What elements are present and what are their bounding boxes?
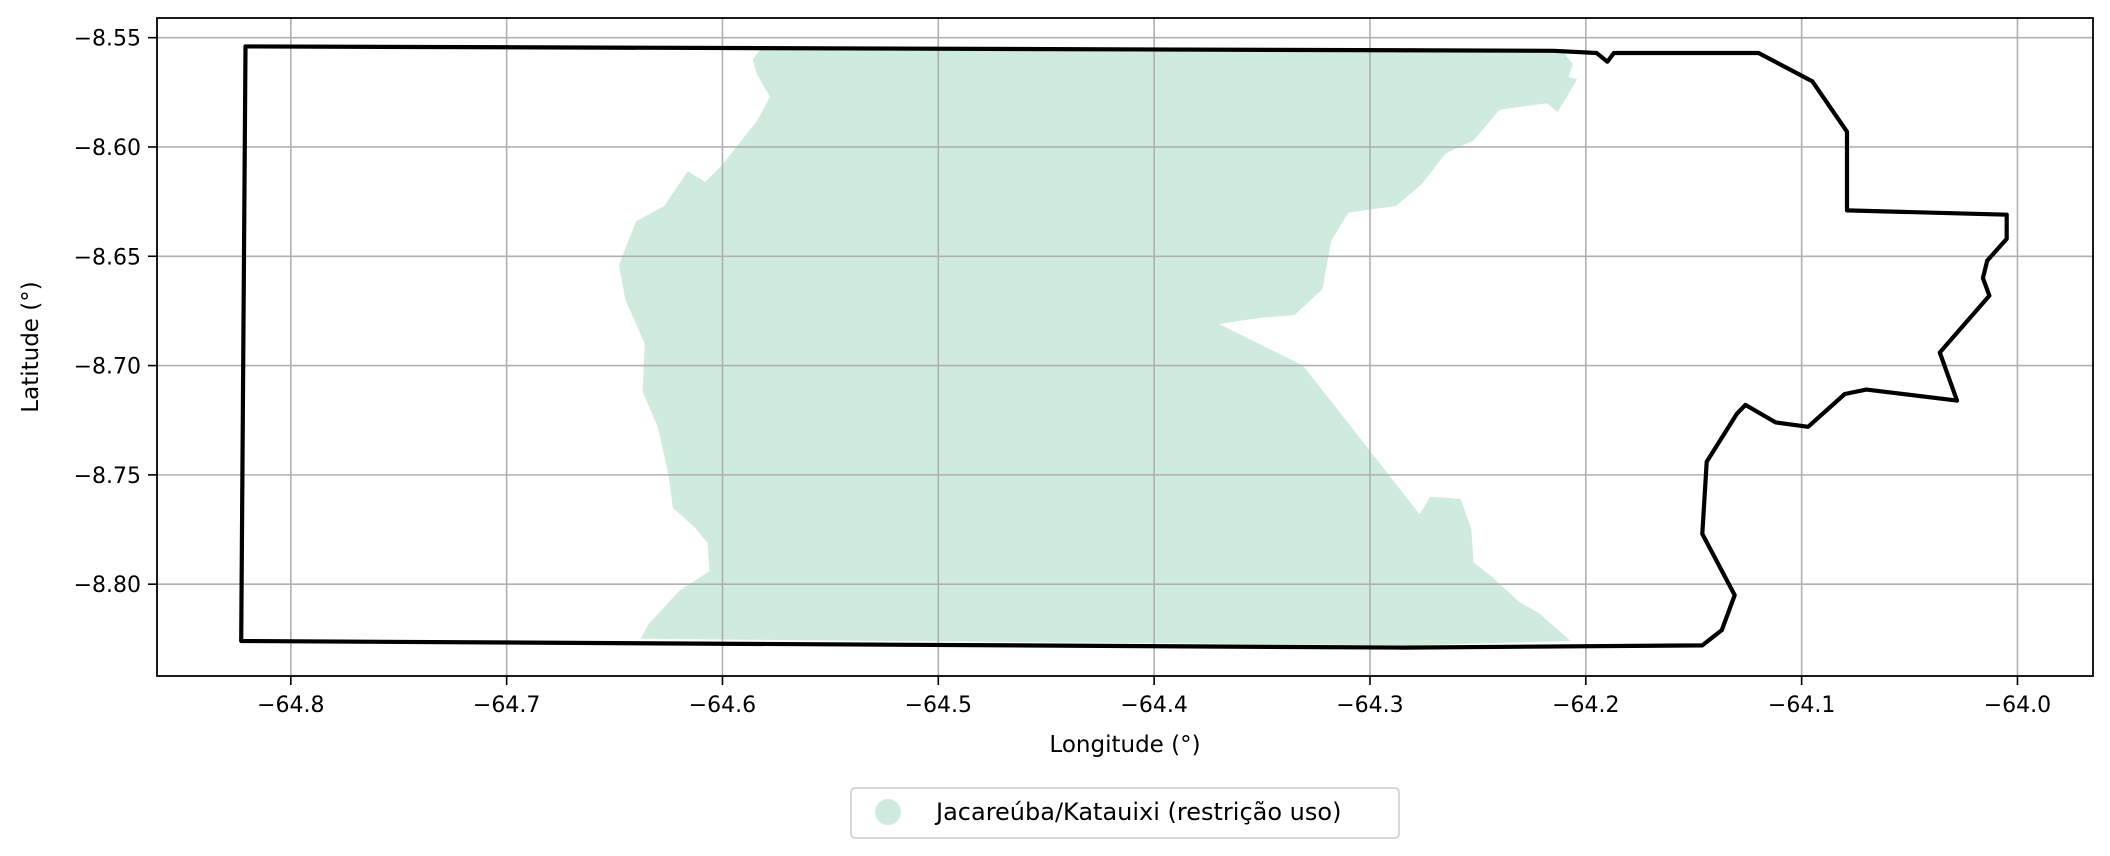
y-tick-label-1: −8.60 xyxy=(74,136,141,161)
legend-marker xyxy=(875,799,901,825)
plot-frame xyxy=(156,17,2094,677)
legend-frame xyxy=(850,787,1400,839)
boundary-layer xyxy=(239,44,2009,650)
x-tick-label-1: −64.7 xyxy=(473,693,540,718)
y-axis: −8.55 −8.60 −8.65 −8.70 −8.75 −8.80 xyxy=(74,27,157,598)
y-tick-label-5: −8.80 xyxy=(74,573,141,598)
x-tick-label-5: −64.3 xyxy=(1336,693,1403,718)
legend-label: Jacareúba/Katauixi (restrição uso) xyxy=(934,798,1341,826)
x-tick-label-2: −64.6 xyxy=(689,693,756,718)
x-tick-label-0: −64.8 xyxy=(257,693,324,718)
y-tick-label-4: −8.75 xyxy=(74,464,141,489)
y-tick-label-2: −8.65 xyxy=(74,245,141,270)
y-tick-label-0: −8.55 xyxy=(74,27,141,52)
x-tick-label-8: −64.0 xyxy=(1984,693,2051,718)
x-axis-title: Longitude (°) xyxy=(1049,732,1200,758)
area-jacareuba-katauixi xyxy=(618,48,1578,646)
x-tick-label-3: −64.5 xyxy=(905,693,972,718)
x-tick-label-4: −64.4 xyxy=(1120,693,1187,718)
x-tick-label-6: −64.2 xyxy=(1552,693,1619,718)
area-layer xyxy=(618,48,1578,646)
y-tick-label-3: −8.70 xyxy=(74,355,141,380)
x-tick-label-7: −64.1 xyxy=(1768,693,1835,718)
grid-layer xyxy=(157,18,2093,676)
x-axis: −64.8 −64.7 −64.6 −64.5 −64.4 −64.3 −64.2 −64.1… xyxy=(257,676,2051,718)
legend: Jacareúba/Katauixi (restrição uso) xyxy=(850,787,1400,839)
boundary-outline xyxy=(239,44,2009,650)
y-axis-title: Latitude (°) xyxy=(18,281,44,412)
